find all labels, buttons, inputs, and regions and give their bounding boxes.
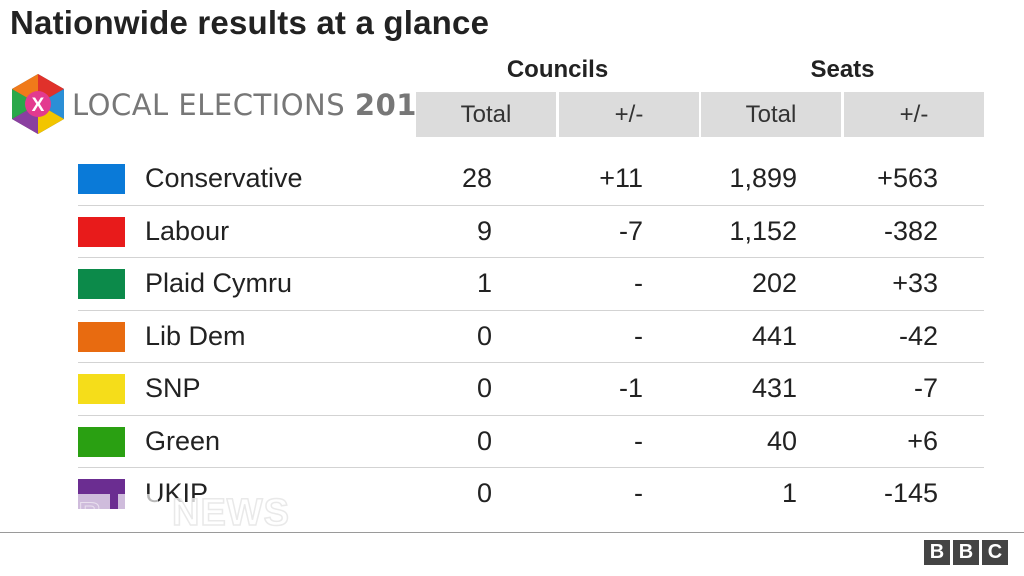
councils-change-cell: - [634,478,643,508]
councils-total-cell: 28 [461,163,492,193]
row-divider [78,257,984,258]
row-divider [78,362,984,363]
seats-change-cell: -42 [898,320,938,351]
row-divider [78,467,984,468]
watermark-box-3: C [118,494,158,534]
councils-total-cell: 1 [476,268,492,298]
councils-total-cell: 0 [476,478,492,508]
councils-change-cell: +11 [599,163,643,193]
seats-total-header: Total [701,92,841,137]
councils-change-cell: -7 [618,215,643,246]
row-divider [78,414,984,416]
watermark-box-1: B [22,494,62,534]
logo-badge-letter: X [32,95,45,116]
seats-total-cell: 40 [766,425,797,456]
seats-change-cell: +33 [892,268,938,298]
table-row: Green 0 - 40 +6 [78,416,984,468]
seats-change-cell: -145 [883,478,938,508]
bbc-logo-b1: B [924,540,950,565]
party-name: SNP [145,373,201,403]
bbc-news-watermark: B B C NEWS [22,491,302,535]
councils-header: Councils [506,56,609,83]
election-cube-icon: X [12,74,64,134]
councils-change-cell: -1 [618,373,643,403]
seats-total-cell: 441 [751,320,797,351]
bbc-logo-c: C [982,540,1008,565]
seats-change-cell: -382 [883,215,938,246]
party-color-swatch [78,321,125,352]
seats-change-cell: -7 [913,373,938,403]
seats-change-cell: +6 [907,425,938,456]
party-color-swatch [78,164,125,194]
logo-text: LOCAL ELECTIONS 2017 [72,88,438,122]
watermark-news: NEWS [171,491,290,535]
row-divider [78,204,984,206]
seats-change-cell: +563 [877,163,938,193]
councils-total-cell: 0 [476,373,492,403]
table-row: Labour 9 -7 1,152 -382 [78,206,984,258]
councils-change-header: +/- [559,92,699,137]
seats-total-cell: 1,152 [729,215,797,246]
logo-title: LOCAL ELECTIONS [72,88,346,122]
councils-change-cell: - [634,268,643,298]
seats-total-cell: 1 [781,478,797,508]
row-divider [78,309,984,311]
seats-total-cell: 431 [751,373,797,403]
councils-change-cell: - [634,320,643,351]
seats-total-cell: 202 [751,268,797,298]
table-row: SNP 0 -1 431 -7 [78,363,984,415]
councils-change-cell: - [634,425,643,456]
party-name: Labour [145,215,230,246]
table-row: Plaid Cymru 1 - 202 +33 [78,258,984,310]
councils-total-cell: 9 [476,215,492,246]
party-name: Green [145,425,221,456]
footer-divider [0,532,1024,533]
party-color-swatch [78,426,125,457]
party-color-swatch [78,374,125,404]
party-color-swatch [78,269,125,299]
councils-total-header: Total [416,92,556,137]
table-row: Lib Dem 0 - 441 -42 [78,311,984,363]
bbc-logo: B B C [924,540,1008,565]
party-name: Plaid Cymru [145,268,293,298]
seats-total-cell: 1,899 [729,163,797,193]
watermark-box-2: B [70,494,110,534]
party-name: Lib Dem [145,320,246,351]
councils-total-cell: 0 [476,425,492,456]
page-title: Nationwide results at a glance [10,4,490,41]
party-color-swatch [78,216,125,247]
bbc-logo-b2: B [953,540,979,565]
table-row: Conservative 28 +11 1,899 +563 [78,153,984,205]
seats-header: Seats [810,56,875,83]
seats-change-header: +/- [844,92,984,137]
local-elections-logo: X LOCAL ELECTIONS 2017 [8,72,437,136]
party-name: Conservative [145,163,303,193]
councils-total-cell: 0 [476,320,492,351]
